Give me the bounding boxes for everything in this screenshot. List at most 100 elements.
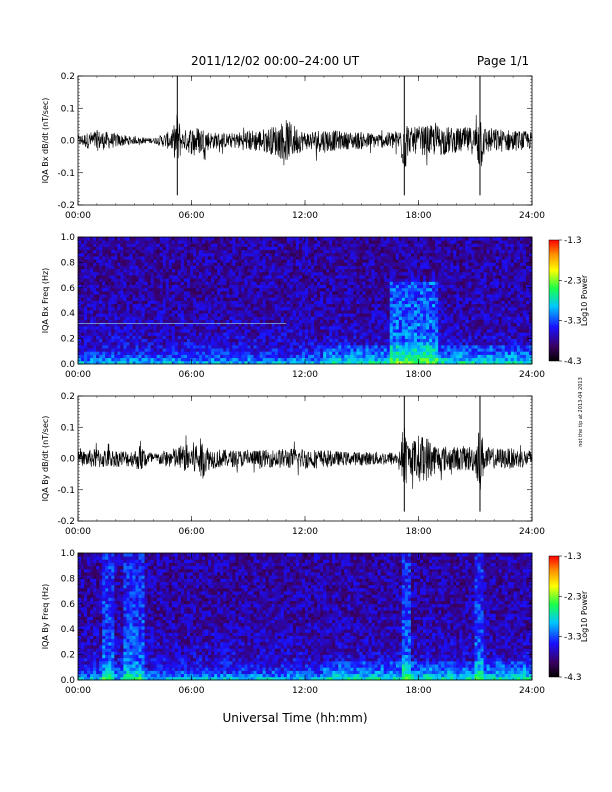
spectrogram-cell [241,325,245,330]
spectrogram-cell [135,354,139,359]
spectrogram-cell [132,354,136,359]
spectrogram-cell [114,316,118,320]
spectrogram-cell [117,335,121,339]
spectrogram-cell [311,332,315,336]
spectrogram-cell [347,265,351,270]
spectrogram-cell [165,237,170,241]
spectrogram-cell [96,341,100,346]
spectrogram-cell [199,303,203,308]
spectrogram-cell [438,290,442,295]
spectrogram-cell [174,249,179,254]
spectrogram-cell [153,351,158,355]
spectrogram-cell [196,306,200,311]
spectrogram-cell [138,313,142,317]
spectrogram-cell [159,351,164,355]
spectrogram-cell [301,357,306,362]
spectrogram-cell [359,351,363,355]
spectrogram-cell [129,329,133,333]
spectrogram-cell [87,240,91,244]
spectrogram-cell [189,281,194,286]
spectrogram-cell [217,351,221,355]
spectrogram-cell [305,332,309,336]
spectrogram-cell [141,306,145,311]
spectrogram-cell [420,256,424,260]
spectrogram-cell [262,360,267,365]
spectrogram-cell [395,271,400,276]
spectrogram-cell [153,354,158,359]
spectrogram-cell [423,303,427,308]
spectrogram-cell [81,287,85,292]
spectrogram-cell [298,249,303,254]
spectrogram-cell [177,281,182,286]
spectrogram-cell [81,243,85,247]
spectrogram-cell [311,271,315,276]
spectrogram-cell [238,357,242,362]
spectrogram-cell [344,294,348,298]
spectrogram-cell [186,310,191,314]
spectrogram-cell [332,294,336,298]
spectrogram-cell [180,300,185,305]
spectrogram-cell [214,249,218,254]
spectrogram-cell [305,357,309,362]
spectrogram-cell [298,329,303,333]
spectrogram-cell [205,335,209,339]
spectrogram-cell [183,290,188,295]
spectrogram-cell [208,243,212,247]
spectrogram-cell [156,348,161,352]
spectrogram-cell [223,256,227,260]
spectrogram-cell [241,259,245,263]
spectrogram-cell [141,338,145,343]
spectrogram-cell [244,319,248,324]
spectrogram-cell [332,275,336,279]
spectrogram-cell [441,329,445,333]
spectrogram-cell [265,275,270,279]
spectrogram-cell [105,319,109,324]
spectrogram-cell [256,243,260,247]
spectrogram-cell [341,281,345,286]
spectrogram-cell [392,316,397,320]
spectrogram-cell [295,246,300,251]
spectrogram-cell [429,332,433,336]
spectrogram-cell [317,306,321,311]
spectrogram-cell [314,316,318,320]
spectrogram-cell [314,240,318,244]
spectrogram-cell [111,344,115,349]
spectrogram-cell [407,287,412,292]
spectrogram-cell [353,259,357,263]
spectrogram-cell [193,322,197,327]
spectrogram-cell [289,310,294,314]
spectrogram-cell [241,303,245,308]
spectrogram-cell [353,275,357,279]
spectrogram-cell [274,237,279,241]
spectrogram-cell [244,316,248,320]
spectrogram-cell [435,281,439,286]
spectrogram-cell [311,290,315,295]
spectrogram-cell [344,338,348,343]
spectrogram-cell [147,271,152,276]
spectrogram-cell [238,297,242,301]
spectrogram-cell [332,262,336,266]
spectrogram-cell [256,351,260,355]
spectrogram-cell [314,275,318,279]
spectrogram-cell [84,252,88,257]
spectrogram-cell [317,252,321,257]
spectrogram-cell [189,338,194,343]
spectrogram-cell [374,310,379,314]
spectrogram-cell [238,316,242,320]
spectrogram-cell [78,271,82,276]
spectrogram-cell [162,322,167,327]
spectrogram-cell [383,360,388,365]
spectrogram-cell [383,284,388,289]
spectrogram-cell [371,287,376,292]
spectrogram-cell [317,237,321,241]
spectrogram-cell [138,348,142,352]
spectrogram-cell [338,325,342,330]
spectrogram-cell [280,310,285,314]
spectrogram-cell [308,316,312,320]
spectrogram-cell [438,306,442,311]
spectrogram-cell [193,329,197,333]
spectrogram-cell [265,281,270,286]
spectrogram-cell [196,357,200,362]
spectrogram-cell [244,256,248,260]
spectrogram-cell [271,344,276,349]
